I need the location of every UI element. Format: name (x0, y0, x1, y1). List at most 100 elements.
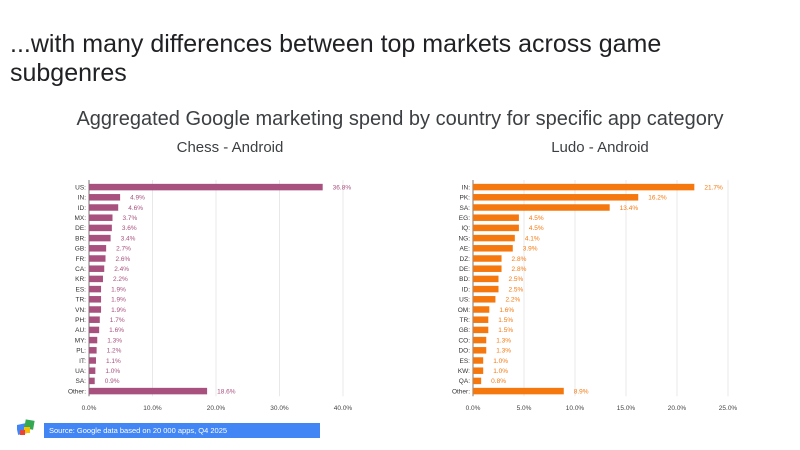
slide-title: ...with many differences between top mar… (10, 30, 662, 87)
category-label: UA: (75, 368, 86, 375)
category-label: DE: (75, 225, 86, 232)
category-label: PK: (460, 195, 471, 202)
google-logo-icon (16, 418, 37, 436)
data-label: 1.3% (496, 348, 511, 355)
category-label: CO: (458, 337, 470, 344)
category-label: QA: (459, 378, 470, 385)
data-label: 3.4% (121, 235, 136, 242)
category-label: TR: (460, 317, 471, 324)
data-label: 1.7% (110, 317, 125, 324)
category-label: NG: (458, 235, 470, 242)
bar (473, 387, 564, 395)
bar (473, 336, 487, 344)
data-label: 13.4% (620, 205, 639, 212)
bar (89, 387, 208, 395)
category-label: DO: (458, 348, 470, 355)
data-label: 8.9% (574, 388, 589, 395)
bar (89, 357, 96, 364)
bar (473, 214, 519, 221)
data-label: 1.0% (105, 368, 120, 375)
category-label: MY: (75, 337, 86, 344)
data-label: 2.5% (509, 276, 524, 283)
bar (473, 296, 496, 303)
data-label: 0.9% (105, 378, 120, 385)
category-label: MX: (74, 215, 86, 222)
category-label: DZ: (460, 256, 471, 263)
data-label: 1.1% (106, 358, 121, 365)
category-label: IQ: (461, 225, 470, 232)
category-label: BD: (459, 276, 470, 283)
bar (473, 377, 482, 385)
bar (89, 306, 102, 313)
data-label: 2.4% (114, 266, 129, 273)
bar (89, 265, 105, 272)
x-tick-label: 40.0% (334, 405, 353, 412)
bar (89, 316, 100, 323)
bar (473, 357, 484, 364)
x-tick-label: 5.0% (517, 405, 532, 412)
bar (89, 347, 97, 354)
category-label: ES: (460, 358, 471, 365)
data-label: 1.9% (111, 286, 126, 293)
data-label: 1.5% (498, 327, 513, 334)
data-label: 1.3% (496, 337, 511, 344)
bar (473, 285, 499, 293)
category-label: OM: (458, 307, 470, 314)
category-label: TR: (76, 297, 87, 304)
data-label: 2.6% (116, 256, 131, 263)
x-tick-label: 20.0% (668, 405, 687, 412)
data-label: 2.2% (113, 276, 128, 283)
x-tick-label: 10.0% (143, 405, 162, 412)
category-label: EG: (459, 215, 470, 222)
data-label: 1.9% (111, 307, 126, 314)
category-label: Other: (452, 388, 470, 395)
bar (473, 367, 484, 374)
data-label: 2.8% (512, 256, 527, 263)
data-label: 4.1% (525, 235, 540, 242)
category-label: SA: (76, 378, 87, 385)
bar (89, 204, 119, 211)
data-label: 0.8% (491, 378, 506, 385)
data-label: 1.6% (499, 307, 514, 314)
bar (89, 255, 106, 262)
data-label: 1.0% (493, 368, 508, 375)
bar (89, 275, 103, 283)
data-label: 1.2% (107, 348, 122, 355)
data-label: 21.7% (704, 184, 723, 191)
category-label: PL: (76, 348, 86, 355)
category-label: ID: (462, 286, 471, 293)
bar (89, 367, 96, 374)
bar (473, 183, 695, 191)
data-label: 1.3% (107, 337, 122, 344)
data-label: 1.9% (111, 297, 126, 304)
bar (89, 224, 112, 232)
bar (473, 245, 513, 252)
category-label: FR: (76, 256, 87, 263)
bar (473, 316, 489, 323)
x-tick-label: 25.0% (719, 405, 738, 412)
category-label: GB: (459, 327, 470, 334)
ludo-bar-chart: 0.0% 5.0% 10.0% 15.0% 20.0% 25.0% IN: 21.7% PK: 1… (452, 180, 738, 412)
x-tick-label: 0.0% (82, 405, 97, 412)
category-label: IT: (79, 358, 86, 365)
bar (473, 224, 519, 232)
category-label: AE: (460, 246, 471, 253)
bar (473, 347, 487, 354)
category-label: PH: (75, 317, 86, 324)
data-label: 16.2% (648, 195, 667, 202)
category-label: US: (459, 297, 470, 304)
bar (89, 326, 100, 334)
bar (89, 336, 98, 344)
category-label: AU: (75, 327, 86, 334)
data-label: 2.8% (512, 266, 527, 273)
category-label: VN: (75, 307, 86, 314)
bar (89, 285, 102, 293)
data-label: 4.5% (529, 225, 544, 232)
data-label: 1.0% (493, 358, 508, 365)
ludo-chart-title: Ludo - Android (551, 139, 649, 156)
category-label: SA: (460, 205, 471, 212)
bar (89, 234, 111, 242)
bar (473, 275, 499, 283)
category-label: ES: (76, 286, 87, 293)
category-label: KW: (458, 368, 470, 375)
